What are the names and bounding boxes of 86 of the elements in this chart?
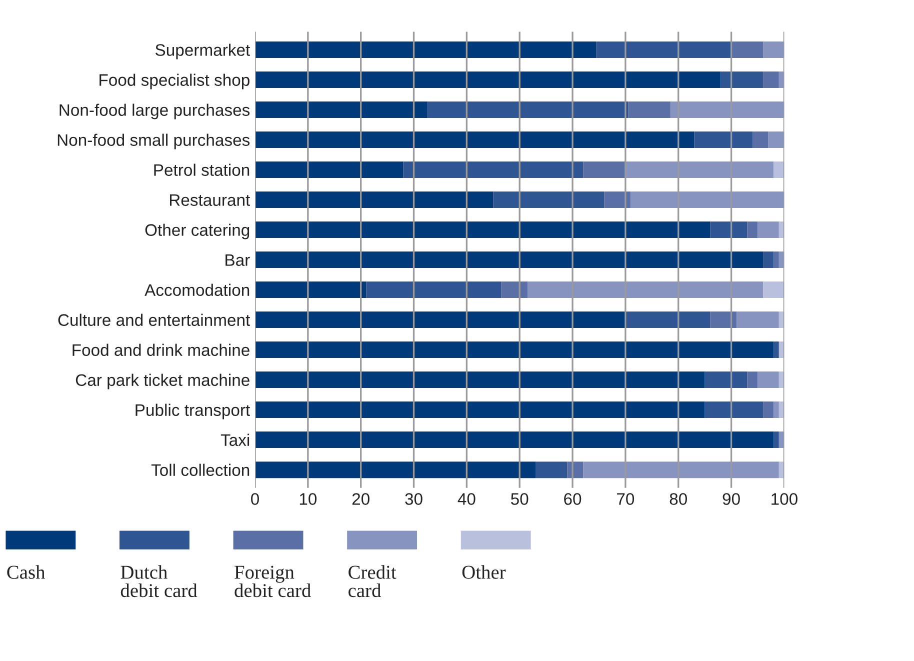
y-tick-label: Accomodation xyxy=(144,284,250,296)
bar xyxy=(255,41,596,58)
bar xyxy=(255,132,694,148)
bar xyxy=(763,282,784,298)
y-tick-label: Culture and entertainment xyxy=(58,314,250,326)
legend-label: Foreign debit card xyxy=(234,566,311,598)
y-tick-label: Taxi xyxy=(220,434,250,446)
bar xyxy=(763,71,779,88)
bar xyxy=(670,101,784,118)
bar xyxy=(255,101,427,118)
bar xyxy=(583,462,779,478)
bar xyxy=(736,312,779,328)
bar xyxy=(255,432,774,448)
bar xyxy=(758,222,779,238)
x-tick-label: 30 xyxy=(405,493,422,505)
bar xyxy=(255,222,710,238)
legend-label: Dutch debit card xyxy=(120,565,198,598)
bar xyxy=(604,192,631,208)
x-tick-label: 60 xyxy=(564,493,582,505)
bar xyxy=(366,282,502,298)
bar xyxy=(255,162,404,178)
x-tick-label: 0 xyxy=(251,493,259,505)
bar xyxy=(630,192,784,208)
bar xyxy=(774,342,779,358)
bar xyxy=(704,402,764,418)
x-tick-label: 90 xyxy=(722,493,740,505)
y-tick-label: Car park ticket machine xyxy=(76,374,250,390)
bar xyxy=(403,162,584,178)
y-tick-label: Bar xyxy=(226,254,250,266)
x-tick-label: 40 xyxy=(458,493,476,505)
bar xyxy=(255,252,764,268)
bar xyxy=(694,132,752,148)
bar xyxy=(774,162,784,178)
bar xyxy=(763,252,774,268)
bar xyxy=(501,282,528,298)
y-tick-label: Other catering xyxy=(145,224,250,240)
bar xyxy=(710,312,737,328)
bar xyxy=(625,162,774,178)
bar xyxy=(583,162,626,178)
bar xyxy=(774,252,779,268)
bar xyxy=(255,71,721,88)
bar xyxy=(628,101,670,118)
bar xyxy=(704,372,748,388)
x-tick-label: 80 xyxy=(670,493,687,505)
bar xyxy=(255,282,366,298)
bar xyxy=(774,432,779,448)
bar xyxy=(774,402,779,418)
x-tick-label: 20 xyxy=(352,493,370,505)
bar xyxy=(710,222,748,238)
bar xyxy=(535,462,568,478)
bar xyxy=(758,372,779,388)
bar xyxy=(255,192,494,208)
y-tick-label: Public transport xyxy=(136,404,250,420)
x-tick-label: 10 xyxy=(300,493,317,505)
bar xyxy=(493,192,604,208)
bar xyxy=(752,132,768,148)
y-tick-label: Non-food large purchases xyxy=(60,104,250,120)
bar xyxy=(255,372,705,388)
y-tick-label: Petrol station xyxy=(154,164,250,176)
bar xyxy=(427,101,628,118)
y-tick-label: Supermarket xyxy=(156,44,250,60)
y-tick-label: Toll collection xyxy=(151,464,250,476)
legend-label: Cash xyxy=(7,565,46,579)
bar xyxy=(763,41,784,58)
bar xyxy=(596,41,732,58)
bar xyxy=(747,372,758,388)
y-tick-label: Non-food small purchases xyxy=(58,134,250,150)
x-tick-label: 100 xyxy=(772,493,798,505)
bar xyxy=(763,402,774,418)
y-tick-label: Restaurant xyxy=(170,194,250,206)
legend-label: Other xyxy=(462,565,506,579)
bar xyxy=(528,282,764,298)
bar xyxy=(720,71,764,88)
bar xyxy=(255,342,774,358)
legend-label: Credit card xyxy=(348,565,396,598)
bar xyxy=(255,462,536,478)
bar xyxy=(625,312,710,328)
y-tick-label: Food and drink machine xyxy=(72,344,250,356)
bar xyxy=(747,222,758,238)
bar xyxy=(768,132,784,148)
bar xyxy=(255,312,626,328)
bar xyxy=(731,41,764,58)
y-tick-label: Food specialist shop xyxy=(100,74,250,90)
bar xyxy=(255,402,705,418)
x-tick-label: 70 xyxy=(617,493,634,505)
x-tick-label: 50 xyxy=(511,493,528,505)
